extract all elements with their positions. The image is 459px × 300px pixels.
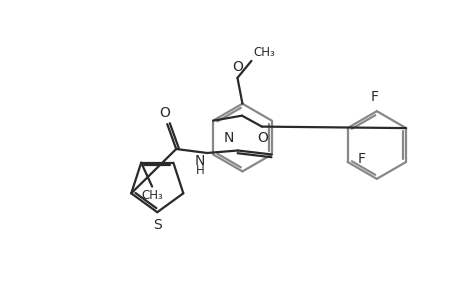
Text: O: O (257, 131, 267, 145)
Text: S: S (152, 218, 161, 232)
Text: methoxy: methoxy (253, 58, 259, 59)
Text: F: F (357, 152, 364, 167)
Text: H: H (196, 164, 205, 177)
Text: N: N (194, 154, 205, 169)
Text: CH₃: CH₃ (141, 189, 162, 202)
Text: O: O (231, 60, 242, 74)
Text: O: O (159, 106, 170, 120)
Text: F: F (369, 90, 377, 104)
Text: N: N (223, 130, 234, 145)
Text: CH₃: CH₃ (253, 46, 274, 59)
